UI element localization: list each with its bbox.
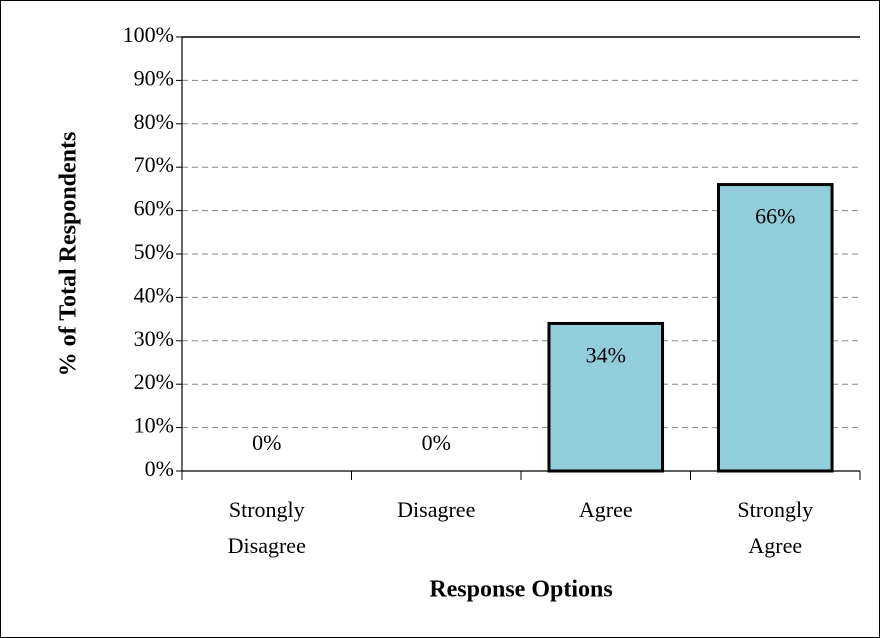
- y-tick-label: 20%: [134, 369, 174, 394]
- y-tick-label: 50%: [134, 239, 174, 264]
- y-tick-label: 90%: [134, 65, 174, 90]
- data-label: 66%: [755, 204, 795, 229]
- y-axis-title: % of Total Respondents: [56, 132, 82, 377]
- x-axis-title: Response Options: [429, 577, 612, 603]
- data-label: 34%: [586, 342, 626, 367]
- x-tick-label: Strongly Agree: [737, 497, 813, 558]
- y-tick-label: 10%: [134, 413, 174, 438]
- y-tick-label: 30%: [134, 326, 174, 351]
- x-tick-label: Strongly Disagree: [228, 497, 306, 558]
- y-tick-label: 0%: [145, 456, 174, 481]
- y-tick-label: 40%: [134, 282, 174, 307]
- y-tick-label: 60%: [134, 196, 174, 221]
- x-tick-label: Disagree: [397, 497, 475, 522]
- data-label: 0%: [422, 430, 451, 455]
- bar: [716, 183, 834, 473]
- y-tick-label: 100%: [123, 22, 174, 47]
- bar: [547, 321, 665, 473]
- y-tick-label: 80%: [134, 109, 174, 134]
- y-tick-label: 70%: [134, 152, 174, 177]
- data-label: 0%: [252, 430, 281, 455]
- x-tick-label: Agree: [579, 497, 633, 522]
